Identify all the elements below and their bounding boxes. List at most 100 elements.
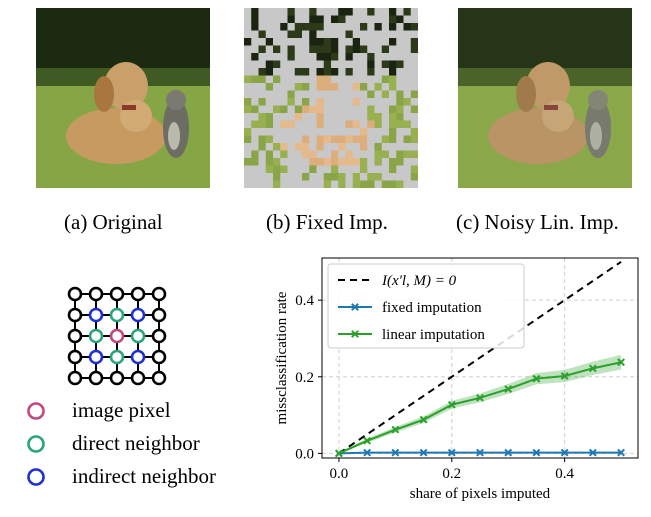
mosaic-pixel xyxy=(294,30,303,39)
x-tick-label: 0.4 xyxy=(555,466,574,482)
mosaic-pixel xyxy=(374,105,383,114)
mosaic-pixel xyxy=(323,60,332,69)
mosaic-pixel xyxy=(251,38,259,46)
mosaic-pixel xyxy=(287,30,296,39)
mosaic-pixel xyxy=(258,158,267,166)
mosaic-pixel xyxy=(345,38,354,46)
mosaic-pixel xyxy=(287,15,296,24)
mosaic-pixel xyxy=(381,113,390,121)
mosaic-pixel xyxy=(244,150,252,159)
mosaic-pixel xyxy=(410,135,418,144)
mosaic-pixel xyxy=(265,38,274,46)
mosaic-pixel xyxy=(244,53,252,61)
direct-neighbor-node xyxy=(130,328,146,344)
y-tick-label: 0.4 xyxy=(295,293,314,309)
mosaic-pixel xyxy=(374,15,383,24)
mosaic-pixel xyxy=(309,113,317,121)
mosaic-pixel xyxy=(410,143,418,151)
mosaic-pixel xyxy=(389,143,397,151)
grid-node xyxy=(130,286,146,302)
mosaic-pixel xyxy=(367,68,375,76)
mosaic-pixel xyxy=(331,128,339,136)
mosaic-pixel xyxy=(287,120,296,129)
mosaic-pixel xyxy=(410,15,418,24)
mosaic-pixel xyxy=(302,135,310,144)
mosaic-pixel xyxy=(294,158,303,166)
mosaic-pixel xyxy=(331,120,339,129)
grid-node xyxy=(151,307,167,323)
mosaic-pixel xyxy=(396,15,404,24)
mosaic-pixel xyxy=(287,83,296,91)
mosaic-pixel xyxy=(251,98,259,106)
mosaic-pixel xyxy=(338,23,346,31)
mosaic-pixel xyxy=(396,135,404,144)
mosaic-pixel xyxy=(251,173,259,181)
mosaic-pixel xyxy=(367,60,375,69)
mosaic-pixel xyxy=(265,98,274,106)
mosaic-pixel xyxy=(309,8,317,16)
mosaic-pixel xyxy=(345,53,354,61)
mosaic-pixel xyxy=(396,120,404,129)
mosaic-pixel xyxy=(331,113,339,121)
mosaic-pixel xyxy=(273,23,281,31)
mosaic-pixel xyxy=(352,120,361,129)
mosaic-pixel xyxy=(251,8,259,16)
mosaic-pixel xyxy=(265,165,274,174)
mosaic-pixel xyxy=(302,143,310,151)
mosaic-pixel xyxy=(323,128,332,136)
mosaic-pixel xyxy=(396,8,404,16)
mosaic-pixel xyxy=(244,98,252,106)
mosaic-pixel xyxy=(316,68,325,76)
mosaic-pixel xyxy=(410,90,418,99)
mosaic-pixel xyxy=(381,150,390,159)
mosaic-pixel xyxy=(345,128,354,136)
mosaic-pixel xyxy=(374,68,383,76)
mosaic-pixel xyxy=(273,120,281,129)
mosaic-pixel xyxy=(265,143,274,151)
mosaic-pixel xyxy=(331,173,339,181)
mosaic-pixel xyxy=(265,180,274,188)
mosaic-pixel xyxy=(323,98,332,106)
mosaic-pixel xyxy=(294,98,303,106)
mosaic-pixel xyxy=(323,165,332,174)
mosaic-pixel xyxy=(381,83,390,91)
mosaic-pixel xyxy=(251,23,259,31)
mosaic-pixel xyxy=(403,60,412,69)
mosaic-pixel xyxy=(396,53,404,61)
mosaic-pixel xyxy=(410,60,418,69)
neighborhood-legend-markers xyxy=(27,402,45,486)
mosaic-pixel xyxy=(251,45,259,54)
mosaic-pixel xyxy=(410,128,418,136)
mosaic-pixel xyxy=(403,75,412,84)
linear-imputation-confidence-band xyxy=(338,354,622,454)
mosaic-pixel xyxy=(309,90,317,99)
mosaic-pixel xyxy=(374,90,383,99)
series-1-point xyxy=(532,448,541,457)
mosaic-pixel xyxy=(345,165,354,174)
mosaic-pixel xyxy=(280,113,288,121)
mosaic-pixel xyxy=(396,68,404,76)
mosaic-pixel xyxy=(352,150,361,159)
mosaic-pixel xyxy=(251,180,259,188)
mosaic-pixel xyxy=(287,60,296,69)
mosaic-pixel xyxy=(316,38,325,46)
mosaic-pixel xyxy=(258,120,267,129)
mosaic-pixel xyxy=(294,90,303,99)
mosaic-pixel xyxy=(360,135,368,144)
mosaic-pixel xyxy=(258,98,267,106)
mosaic-pixel xyxy=(360,15,368,24)
mosaic-pixel xyxy=(316,105,325,114)
mosaic-pixel xyxy=(360,90,368,99)
mosaic-pixel xyxy=(294,173,303,181)
mosaic-pixel xyxy=(396,30,404,39)
legend-box xyxy=(327,263,525,349)
mosaic-pixel xyxy=(410,158,418,166)
mosaic-pixel xyxy=(316,158,325,166)
mosaic-pixel xyxy=(294,143,303,151)
mosaic-pixel xyxy=(360,83,368,91)
x-tick-label: 0.0 xyxy=(330,466,349,482)
mosaic-pixel xyxy=(345,30,354,39)
mosaic-pixel xyxy=(265,15,274,24)
mosaic-pixel xyxy=(280,180,288,188)
mosaic-pixel xyxy=(338,68,346,76)
